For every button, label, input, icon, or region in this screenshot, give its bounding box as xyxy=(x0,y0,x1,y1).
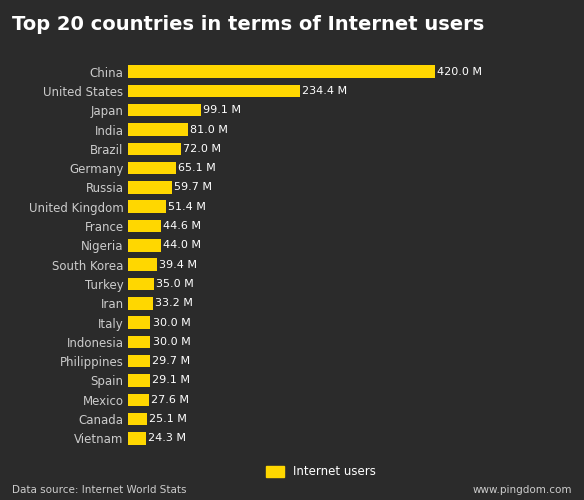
Bar xyxy=(128,278,154,290)
Text: 420.0 M: 420.0 M xyxy=(437,66,482,76)
Bar xyxy=(128,181,172,194)
Text: 25.1 M: 25.1 M xyxy=(149,414,187,424)
Text: 99.1 M: 99.1 M xyxy=(203,105,241,115)
Text: 27.6 M: 27.6 M xyxy=(151,395,189,405)
Bar xyxy=(128,316,150,329)
Bar xyxy=(128,123,187,136)
Text: 35.0 M: 35.0 M xyxy=(156,279,194,289)
Bar xyxy=(128,220,161,232)
Bar xyxy=(128,355,150,368)
Bar xyxy=(128,413,147,426)
Text: 29.7 M: 29.7 M xyxy=(152,356,190,366)
Text: 30.0 M: 30.0 M xyxy=(152,318,190,328)
Text: 81.0 M: 81.0 M xyxy=(190,124,228,134)
Bar xyxy=(128,162,176,174)
Bar xyxy=(128,142,181,155)
Bar xyxy=(128,374,150,387)
Text: 30.0 M: 30.0 M xyxy=(152,337,190,347)
Text: 39.4 M: 39.4 M xyxy=(159,260,197,270)
Bar xyxy=(128,239,161,252)
Text: 24.3 M: 24.3 M xyxy=(148,434,186,444)
Legend: Internet users: Internet users xyxy=(262,460,381,483)
Bar xyxy=(128,297,152,310)
Text: 44.6 M: 44.6 M xyxy=(163,221,201,231)
Text: Top 20 countries in terms of Internet users: Top 20 countries in terms of Internet us… xyxy=(12,15,484,34)
Text: www.pingdom.com: www.pingdom.com xyxy=(473,485,572,495)
Text: 33.2 M: 33.2 M xyxy=(155,298,193,308)
Text: 234.4 M: 234.4 M xyxy=(302,86,347,96)
Text: 59.7 M: 59.7 M xyxy=(174,182,212,192)
Text: 51.4 M: 51.4 M xyxy=(168,202,206,211)
Bar xyxy=(128,394,148,406)
Bar xyxy=(128,258,157,271)
Text: 29.1 M: 29.1 M xyxy=(152,376,190,386)
Bar xyxy=(128,200,166,213)
Bar xyxy=(128,104,201,117)
Text: 44.0 M: 44.0 M xyxy=(163,240,201,250)
Bar xyxy=(128,66,435,78)
Bar xyxy=(128,432,146,444)
Text: Data source: Internet World Stats: Data source: Internet World Stats xyxy=(12,485,186,495)
Text: 65.1 M: 65.1 M xyxy=(178,163,216,173)
Bar xyxy=(128,336,150,348)
Bar xyxy=(128,84,300,97)
Text: 72.0 M: 72.0 M xyxy=(183,144,221,154)
